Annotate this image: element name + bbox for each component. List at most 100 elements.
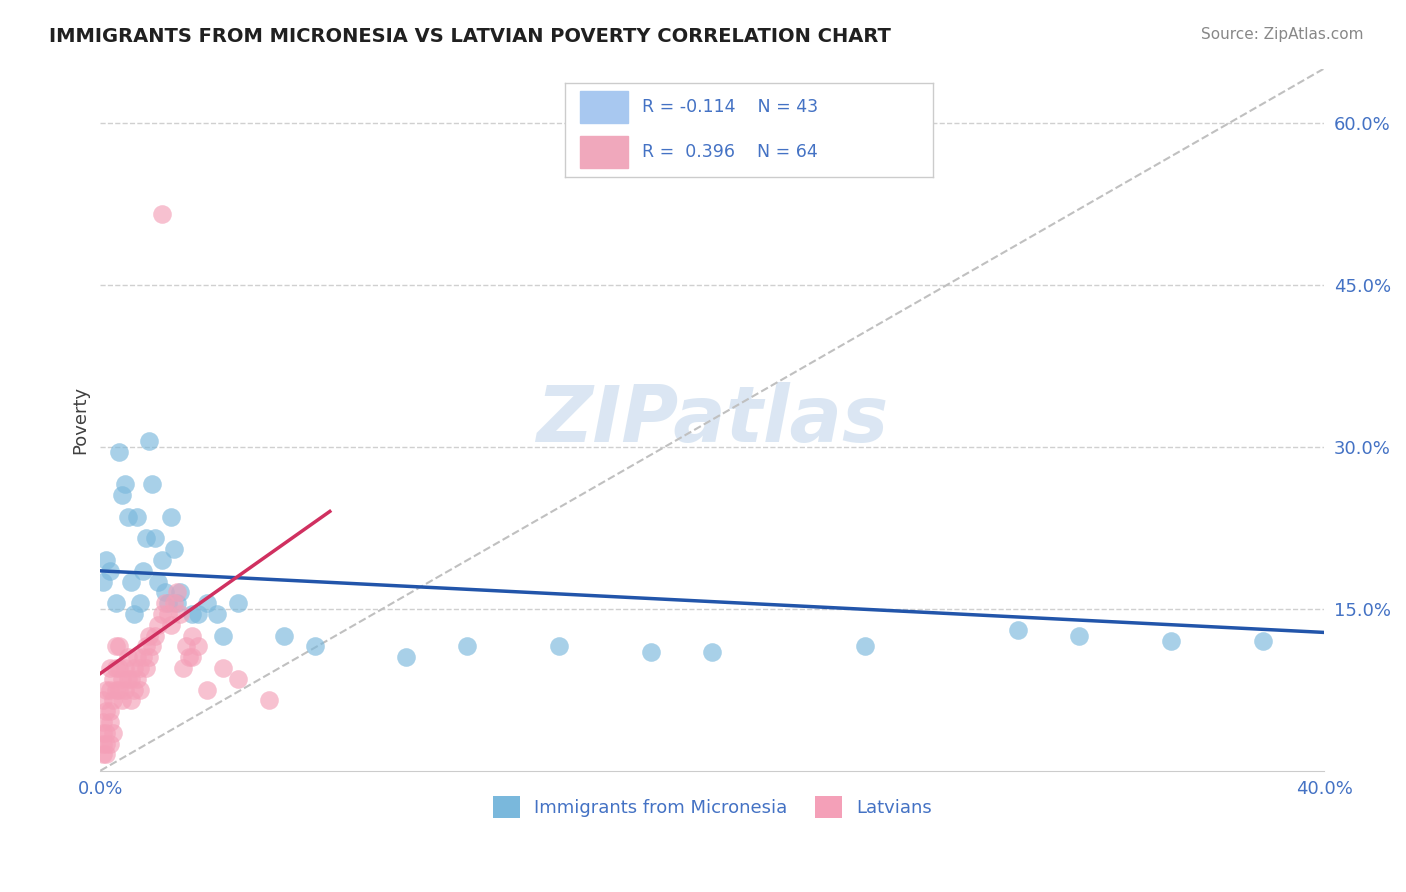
Point bbox=[125, 672, 148, 686]
Point bbox=[132, 650, 155, 665]
Point bbox=[226, 596, 249, 610]
Point bbox=[125, 650, 148, 665]
Point bbox=[120, 693, 142, 707]
Point bbox=[169, 585, 191, 599]
Point bbox=[211, 629, 233, 643]
Y-axis label: Poverty: Poverty bbox=[72, 385, 89, 454]
Point bbox=[96, 704, 118, 718]
Point bbox=[156, 607, 179, 621]
Point bbox=[156, 596, 179, 610]
Point bbox=[166, 585, 188, 599]
Point bbox=[169, 607, 191, 621]
Text: Source: ZipAtlas.com: Source: ZipAtlas.com bbox=[1201, 27, 1364, 42]
Point bbox=[181, 607, 204, 621]
Point bbox=[96, 747, 118, 762]
Point bbox=[98, 704, 121, 718]
Point bbox=[93, 693, 115, 707]
Point bbox=[145, 532, 167, 546]
Point bbox=[172, 661, 194, 675]
Point bbox=[93, 737, 115, 751]
Point bbox=[98, 564, 121, 578]
Point bbox=[122, 661, 145, 675]
Point bbox=[122, 607, 145, 621]
Point bbox=[122, 682, 145, 697]
Point bbox=[93, 715, 115, 730]
Point bbox=[135, 661, 157, 675]
Point bbox=[107, 661, 129, 675]
Point bbox=[104, 640, 127, 654]
Point bbox=[174, 640, 197, 654]
Point bbox=[120, 672, 142, 686]
Point bbox=[114, 477, 136, 491]
Point bbox=[111, 488, 134, 502]
Point bbox=[120, 574, 142, 589]
Point bbox=[456, 640, 478, 654]
Point bbox=[150, 207, 173, 221]
Point bbox=[163, 542, 186, 557]
Point bbox=[148, 574, 170, 589]
Point bbox=[141, 640, 163, 654]
Point bbox=[1160, 634, 1182, 648]
Point bbox=[93, 574, 115, 589]
Point bbox=[104, 661, 127, 675]
Legend: Immigrants from Micronesia, Latvians: Immigrants from Micronesia, Latvians bbox=[485, 789, 939, 825]
Point bbox=[93, 726, 115, 740]
Point bbox=[395, 650, 418, 665]
Point bbox=[1251, 634, 1274, 648]
Point bbox=[159, 618, 181, 632]
Point bbox=[1069, 629, 1091, 643]
Point bbox=[138, 434, 160, 449]
Point bbox=[107, 640, 129, 654]
Point bbox=[96, 682, 118, 697]
Point bbox=[211, 661, 233, 675]
Point bbox=[129, 596, 152, 610]
Point bbox=[273, 629, 295, 643]
Point bbox=[138, 629, 160, 643]
Point bbox=[96, 553, 118, 567]
Point bbox=[129, 682, 152, 697]
Point bbox=[98, 682, 121, 697]
Point bbox=[187, 607, 209, 621]
Point bbox=[702, 645, 724, 659]
Text: IMMIGRANTS FROM MICRONESIA VS LATVIAN POVERTY CORRELATION CHART: IMMIGRANTS FROM MICRONESIA VS LATVIAN PO… bbox=[49, 27, 891, 45]
Point bbox=[111, 672, 134, 686]
Point bbox=[145, 629, 167, 643]
Point bbox=[640, 645, 662, 659]
Point bbox=[257, 693, 280, 707]
Point bbox=[98, 661, 121, 675]
Point bbox=[150, 553, 173, 567]
Text: ZIPatlas: ZIPatlas bbox=[536, 382, 889, 458]
Point bbox=[98, 737, 121, 751]
Point bbox=[135, 640, 157, 654]
Point bbox=[197, 682, 219, 697]
Point bbox=[104, 596, 127, 610]
Point bbox=[548, 640, 571, 654]
Point bbox=[1007, 624, 1029, 638]
Point bbox=[117, 509, 139, 524]
Point bbox=[153, 585, 176, 599]
Point bbox=[853, 640, 876, 654]
Point bbox=[177, 650, 200, 665]
Point bbox=[101, 726, 124, 740]
Point bbox=[98, 715, 121, 730]
Point bbox=[96, 737, 118, 751]
Point bbox=[187, 640, 209, 654]
Point bbox=[96, 726, 118, 740]
Point bbox=[148, 618, 170, 632]
Point bbox=[150, 607, 173, 621]
Point bbox=[93, 747, 115, 762]
Point bbox=[166, 596, 188, 610]
Point bbox=[153, 596, 176, 610]
Point bbox=[101, 672, 124, 686]
Point bbox=[129, 661, 152, 675]
Point bbox=[304, 640, 326, 654]
Point bbox=[181, 629, 204, 643]
Point bbox=[114, 661, 136, 675]
Point bbox=[117, 650, 139, 665]
Point bbox=[138, 650, 160, 665]
Point bbox=[141, 477, 163, 491]
Point bbox=[117, 672, 139, 686]
Point bbox=[132, 564, 155, 578]
Point bbox=[111, 693, 134, 707]
Point bbox=[101, 693, 124, 707]
